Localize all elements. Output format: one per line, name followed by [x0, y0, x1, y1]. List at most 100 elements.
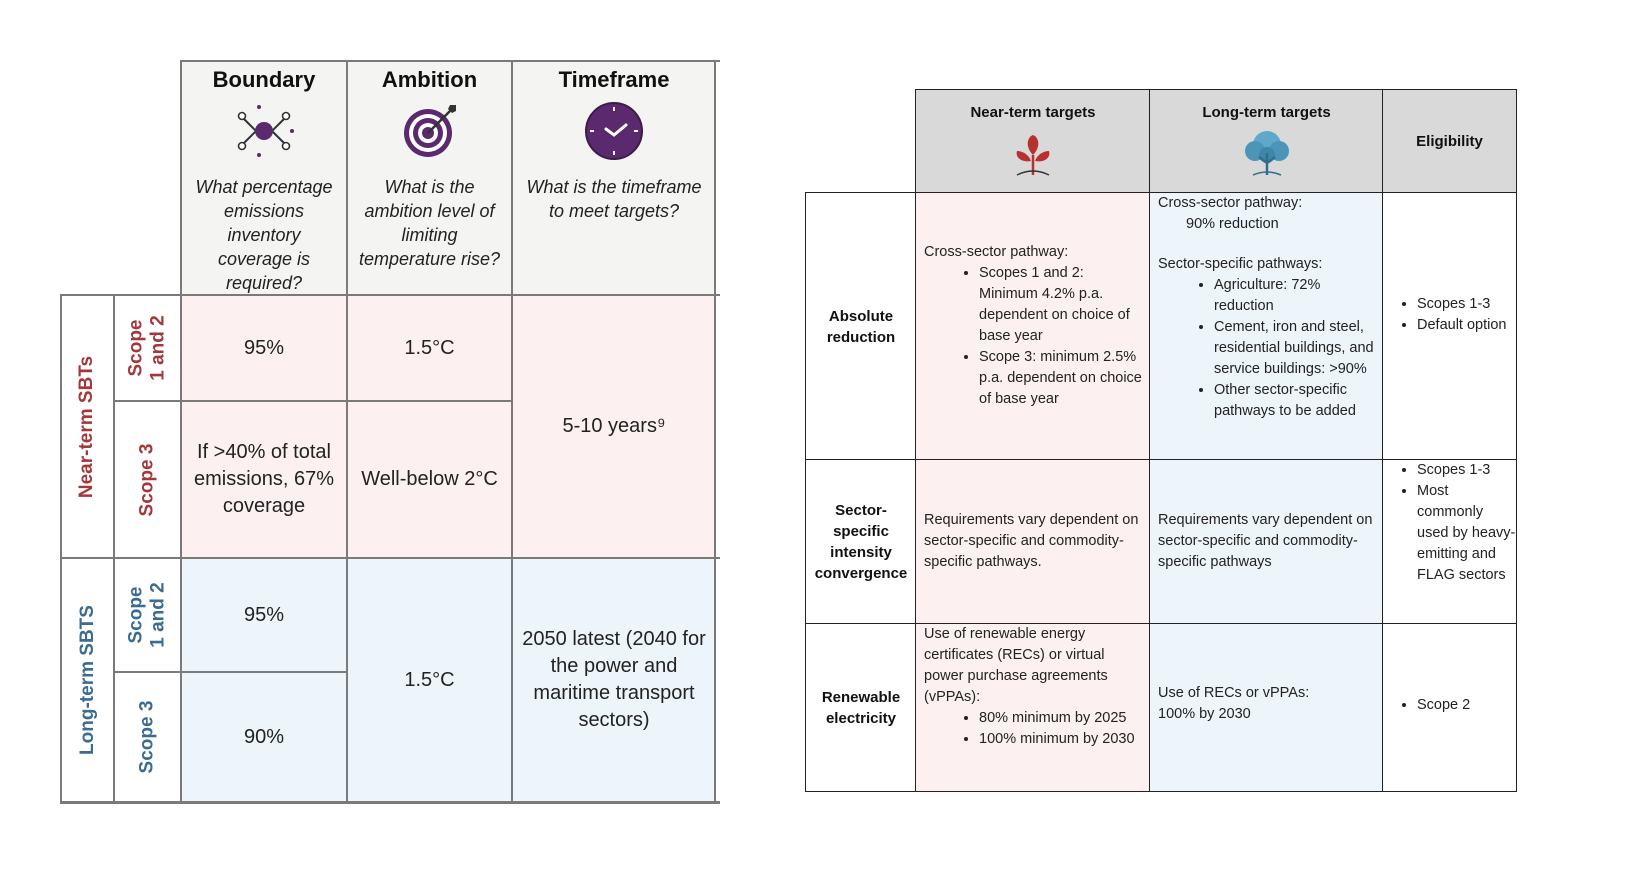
grid-line: [346, 60, 348, 803]
boundary-header: Boundary What percentage emissions inven…: [181, 61, 347, 295]
absolute-reduction-text: Absolute reduction: [826, 307, 896, 346]
list-item: 80% minimum by 2025: [979, 708, 1144, 729]
grid-line: [1382, 89, 1383, 792]
timeframe-question: What is the timeframe to meet targets?: [526, 177, 702, 221]
list-item: 100% minimum by 2030: [979, 729, 1144, 750]
long-scope3-text: Scope 3: [136, 700, 158, 774]
grid-line: [805, 192, 1517, 193]
long-ambition-cell: 1.5°C: [347, 558, 512, 802]
absolute-long-intro2: Sector-specific pathways:: [1158, 256, 1323, 272]
long-term-targets-title: Long-term targets: [1202, 104, 1331, 121]
grid-line: [714, 60, 716, 803]
near-s3-boundary: If >40% of total emissions, 67% coverage: [193, 441, 335, 517]
grid-line: [1516, 89, 1517, 792]
near-scope12-text: Scope 1 and 2: [125, 315, 169, 381]
boundary-question: What percentage emissions inventory cove…: [195, 177, 333, 293]
sector-near-cell: Requirements vary dependent on sector-sp…: [916, 460, 1150, 624]
near-term-targets-header: Near-term targets: [916, 90, 1150, 193]
grid-line: [805, 791, 1517, 792]
renewable-electricity-label: Renewable electricity: [806, 624, 916, 792]
renewable-elig-cell: Scope 2: [1383, 624, 1516, 792]
target-icon: [403, 105, 456, 157]
sector-elig-list: Scopes 1-3 Most commonly used by heavy-e…: [1383, 460, 1516, 586]
eligibility-header: Eligibility: [1383, 90, 1516, 193]
list-item: Scopes 1-3: [1417, 460, 1516, 481]
near-s12-boundary: 95%: [243, 336, 285, 359]
renewable-electricity-text: Renewable electricity: [821, 689, 901, 727]
absolute-long-line2: 90% reduction: [1186, 216, 1279, 232]
list-item: Default option: [1417, 315, 1516, 336]
grid-line: [180, 60, 182, 803]
long-timeframe-cell: 2050 latest (2040 for the power and mari…: [512, 558, 716, 802]
long-term-group-label: Long-term SBTS: [61, 558, 114, 802]
grid-line: [113, 671, 347, 673]
list-item: Scope 3: minimum 2.5% p.a. dependent on …: [979, 347, 1144, 410]
absolute-near-list: Scopes 1 and 2: Minimum 4.2% p.a. depend…: [924, 263, 1144, 410]
near-s12-ambition: 1.5°C: [404, 336, 455, 359]
grid-line: [180, 60, 720, 62]
list-item: Most commonly used by heavy-emitting and…: [1417, 481, 1516, 586]
grid-line: [60, 557, 720, 559]
long-timeframe: 2050 latest (2040 for the power and mari…: [522, 628, 706, 731]
near-s3-boundary-cell: If >40% of total emissions, 67% coverage: [181, 401, 347, 558]
grid-line: [113, 400, 512, 402]
list-item: Cement, iron and steel, residential buil…: [1214, 317, 1377, 380]
long-s12-boundary-cell: 95%: [181, 558, 347, 672]
grid-line: [1149, 89, 1150, 792]
list-item: Scopes 1-3: [1417, 294, 1516, 315]
ambition-question: What is the ambition level of limiting t…: [358, 177, 501, 269]
sector-long-cell: Requirements vary dependent on sector-sp…: [1150, 460, 1383, 624]
long-s12-boundary: 95%: [243, 603, 285, 626]
sector-specific-label: Sector-specific intensity convergence: [806, 460, 916, 624]
near-term-group-label: Near-term SBTs: [61, 295, 114, 558]
list-item: Scope 2: [1417, 695, 1516, 716]
absolute-near-cell: Cross-sector pathway: Scopes 1 and 2: Mi…: [916, 193, 1150, 460]
eligibility-title: Eligibility: [1416, 133, 1483, 150]
ambition-header: Ambition What is the ambition level of l…: [347, 61, 512, 295]
renewable-elig-list: Scope 2: [1383, 695, 1516, 716]
grid-line: [805, 192, 806, 792]
list-item: Other sector-specific pathways to be add…: [1214, 380, 1377, 422]
absolute-near-intro: Cross-sector pathway:: [924, 244, 1069, 260]
absolute-long-cell: Cross-sector pathway: 90% reduction Sect…: [1150, 193, 1383, 460]
renewable-near-intro: Use of renewable energy certificates (RE…: [924, 626, 1108, 705]
long-term-sbts-label: Long-term SBTS: [76, 605, 98, 755]
grid-line: [113, 294, 115, 803]
grid-line: [805, 459, 1517, 460]
absolute-long-list: Agriculture: 72% reduction Cement, iron …: [1158, 275, 1377, 422]
long-term-targets-header: Long-term targets: [1150, 90, 1383, 193]
sector-elig-cell: Scopes 1-3 Most commonly used by heavy-e…: [1383, 460, 1516, 624]
grid-line: [915, 89, 1517, 90]
ambition-title: Ambition: [381, 67, 478, 92]
renewable-long-text1: Use of RECs or vPPAs:: [1158, 685, 1310, 701]
list-item: Scopes 1 and 2: Minimum 4.2% p.a. depend…: [979, 263, 1144, 347]
grid-line: [805, 623, 1517, 624]
tree-icon: [1244, 131, 1289, 176]
long-s3-boundary: 90%: [243, 725, 285, 748]
near-scope12-label: Scope 1 and 2: [114, 295, 181, 401]
absolute-reduction-label: Absolute reduction: [806, 193, 916, 460]
absolute-elig-cell: Scopes 1-3 Default option: [1383, 193, 1516, 460]
list-item: Agriculture: 72% reduction: [1214, 275, 1377, 317]
sector-specific-text: Sector-specific intensity convergence: [814, 502, 908, 582]
absolute-elig-list: Scopes 1-3 Default option: [1383, 294, 1516, 336]
clock-icon: [585, 102, 643, 160]
grid-line: [60, 801, 720, 804]
sbt-criteria-table: Boundary What percentage emissions inven…: [0, 0, 760, 876]
network-nodes-icon: [237, 105, 294, 157]
near-s3-ambition: Well-below 2°C: [361, 468, 498, 490]
grid-line: [60, 294, 62, 803]
near-scope3-label: Scope 3: [114, 401, 181, 558]
timeframe-header: Timeframe What is the timeframe to meet …: [512, 61, 716, 295]
boundary-title: Boundary: [212, 67, 316, 92]
renewable-near-cell: Use of renewable energy certificates (RE…: [916, 624, 1150, 792]
long-scope3-label: Scope 3: [114, 672, 181, 802]
grid-line: [60, 294, 720, 296]
near-s12-ambition-cell: 1.5°C: [347, 295, 512, 401]
long-ambition: 1.5°C: [404, 668, 455, 691]
long-scope12-label: Scope 1 and 2: [114, 558, 181, 672]
near-term-targets-title: Near-term targets: [970, 104, 1096, 121]
renewable-near-list: 80% minimum by 2025 100% minimum by 2030: [924, 708, 1144, 750]
long-s3-boundary-cell: 90%: [181, 672, 347, 802]
